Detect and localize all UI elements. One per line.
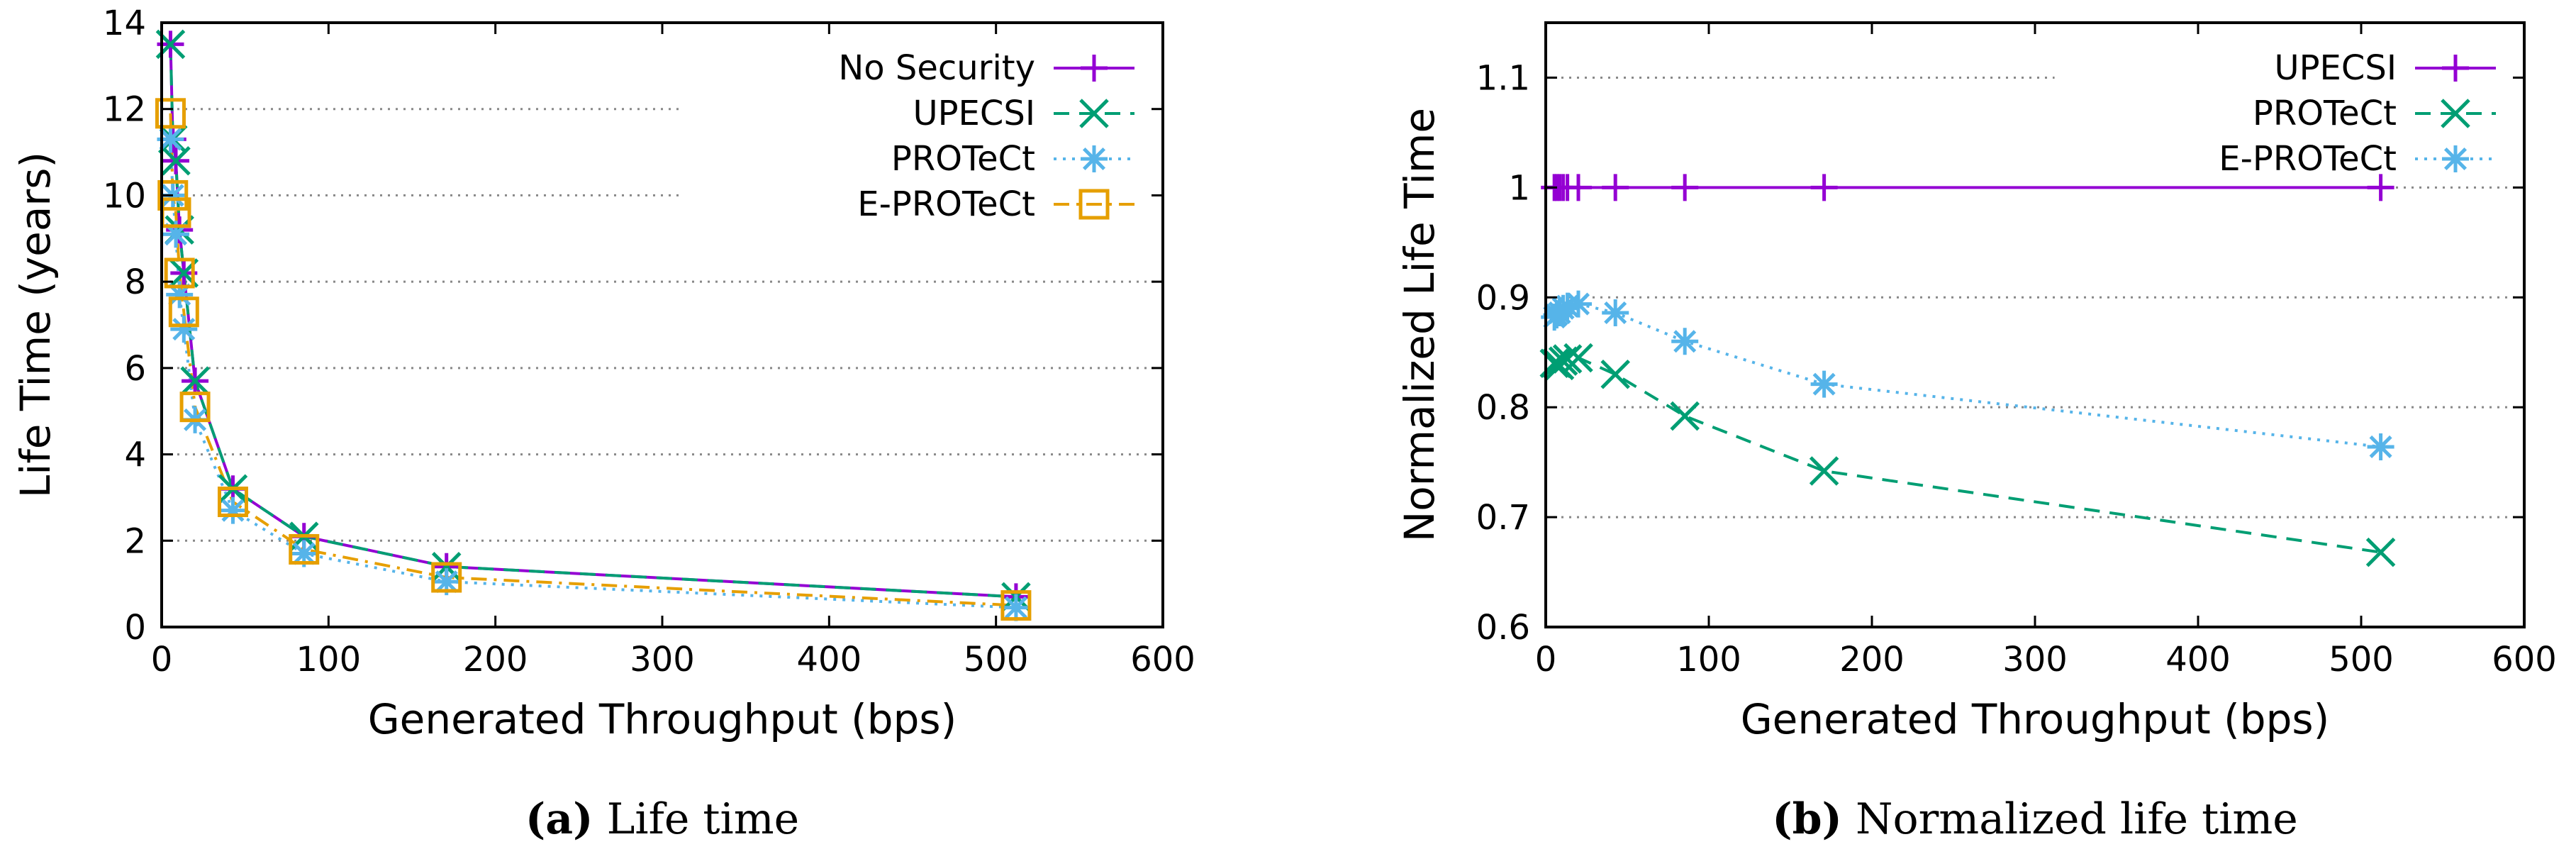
data-point: [161, 145, 191, 176]
y-tick-label: 0.9: [1476, 278, 1530, 318]
y-axis-title: Normalized Life Time: [1395, 108, 1444, 542]
x-tick-label: 100: [296, 640, 362, 680]
legend-marker: [1079, 99, 1109, 128]
caption: (b) Normalized life time: [1772, 794, 2298, 844]
data-point: [217, 487, 248, 518]
legend-label: UPECSI: [2274, 48, 2397, 88]
legend-label: PROTeCt: [2253, 94, 2397, 133]
chart-life-time: 0 100 200 300 400 500 600 0 2 4 6 8 10 12 14 Generated …: [11, 4, 1195, 844]
x-tick-label: 400: [797, 640, 862, 680]
series-line-3: [1553, 302, 2381, 448]
data-point: [179, 392, 211, 423]
x-tick-label: 0: [1535, 640, 1557, 680]
legend-marker: [2441, 99, 2470, 128]
series-line-3: [169, 139, 1016, 609]
data-point: [1600, 359, 1630, 389]
data-point: [1002, 594, 1030, 621]
data-point: [433, 568, 460, 596]
data-point: [1565, 174, 1592, 201]
legend-marker: [1081, 145, 1108, 172]
data-point: [290, 540, 318, 567]
y-tick-label: 14: [103, 4, 146, 43]
data-point: [289, 533, 320, 565]
x-tick-label: 300: [2002, 640, 2068, 680]
caption-text: Normalized life time: [1842, 794, 2298, 844]
data-point: [155, 98, 186, 129]
x-tick-label: 600: [1130, 640, 1195, 680]
data-point: [431, 552, 462, 582]
data-point: [180, 366, 210, 396]
data-point: [157, 179, 189, 211]
data-point: [1810, 174, 1838, 201]
caption-label: (a): [525, 794, 593, 844]
y-axis-title: Life Time (years): [11, 152, 60, 498]
series-line-4: [169, 113, 1017, 607]
data-point: [1809, 456, 1839, 486]
legend-marker: [1078, 189, 1110, 220]
data-point: [162, 221, 190, 248]
data-point: [219, 497, 247, 524]
caption-label: (b): [1772, 794, 1842, 844]
data-point: [170, 316, 198, 343]
legend-marker: [2442, 55, 2469, 82]
legend-label: E-PROTeCt: [857, 184, 1035, 224]
data-point: [1554, 292, 1581, 320]
x-axis-title: Generated Throughput (bps): [1741, 695, 2330, 743]
caption: (a) Life time: [525, 794, 799, 844]
y-tick-label: 0.7: [1476, 498, 1530, 538]
data-point: [1563, 343, 1593, 373]
x-tick-label: 100: [1676, 640, 1741, 680]
x-axis-title: Generated Throughput (bps): [368, 695, 957, 743]
y-tick-label: 0: [124, 608, 146, 648]
x-tick-label: 0: [151, 640, 173, 680]
legend-label: No Security: [838, 48, 1035, 88]
caption-text: Life time: [593, 794, 800, 844]
data-point: [168, 296, 199, 328]
legend-label: PROTeCt: [891, 139, 1035, 179]
data-point: [2367, 174, 2394, 201]
y-tick-label: 4: [124, 436, 146, 475]
y-tick-label: 0.8: [1476, 388, 1530, 428]
x-tick-label: 200: [463, 640, 528, 680]
data-point: [1671, 174, 1699, 201]
y-tick-label: 10: [103, 176, 146, 216]
legend-label: E-PROTeCt: [2219, 139, 2397, 179]
legend-marker: [2442, 145, 2469, 172]
y-tick-label: 2: [124, 521, 146, 561]
data-point: [2365, 537, 2396, 567]
legend-marker: [1081, 55, 1108, 82]
data-point: [1565, 290, 1592, 318]
y-tick-label: 0.6: [1476, 608, 1530, 648]
y-tick-label: 1: [1508, 168, 1530, 208]
data-point: [1602, 299, 1629, 326]
y-tick-label: 12: [103, 90, 146, 130]
data-point: [1602, 174, 1629, 201]
data-point: [2367, 433, 2394, 460]
x-tick-label: 300: [630, 640, 695, 680]
y-tick-label: 6: [124, 349, 146, 389]
data-point: [1552, 344, 1583, 374]
x-tick-label: 400: [2165, 640, 2231, 680]
data-point: [1810, 370, 1838, 398]
data-point: [164, 257, 195, 289]
legend-label: UPECSI: [913, 94, 1035, 133]
data-point: [1000, 590, 1032, 621]
data-point: [431, 562, 462, 593]
x-tick-label: 200: [1839, 640, 1905, 680]
data-point: [166, 281, 194, 309]
data-point: [1670, 401, 1700, 431]
data-point: [157, 126, 184, 153]
x-tick-label: 500: [2329, 640, 2394, 680]
data-point: [1671, 328, 1699, 355]
y-tick-label: 8: [124, 262, 146, 302]
y-tick-label: 1.1: [1476, 58, 1530, 98]
x-tick-label: 500: [964, 640, 1029, 680]
x-tick-label: 600: [2492, 640, 2557, 680]
chart-normalized-life-time: 0 100 200 300 400 500 600 0.6 0.7 0.8 0.9 1 1.1 Gener…: [1395, 21, 2557, 844]
